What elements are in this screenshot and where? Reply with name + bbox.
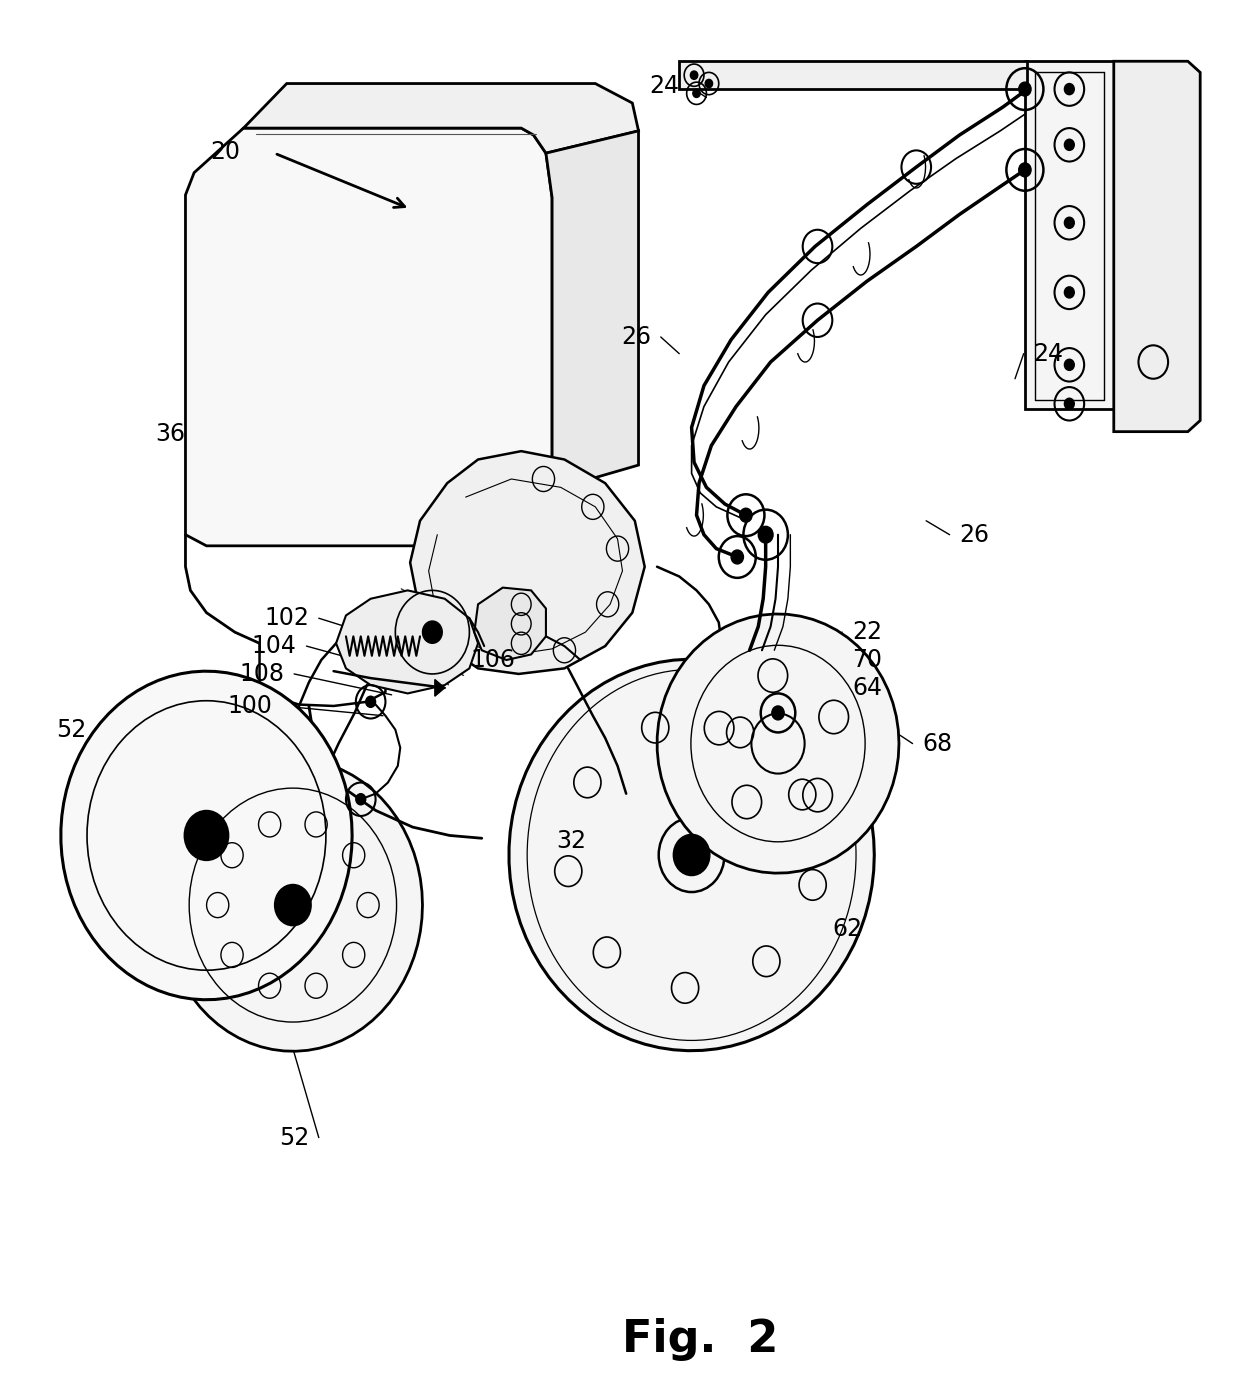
Text: 102: 102 (264, 607, 309, 630)
Polygon shape (410, 452, 645, 674)
Polygon shape (164, 759, 423, 1051)
Circle shape (758, 526, 773, 542)
Circle shape (771, 706, 784, 720)
Polygon shape (435, 679, 445, 696)
Polygon shape (186, 129, 552, 545)
Text: 26: 26 (960, 523, 990, 547)
Polygon shape (657, 614, 899, 874)
Polygon shape (243, 84, 639, 154)
Circle shape (1064, 359, 1074, 370)
Circle shape (740, 509, 753, 523)
Circle shape (1019, 82, 1032, 96)
Polygon shape (61, 671, 352, 1000)
Text: 52: 52 (57, 717, 87, 741)
Text: 62: 62 (832, 917, 862, 941)
Polygon shape (1114, 62, 1200, 432)
Circle shape (1064, 84, 1074, 95)
Polygon shape (680, 62, 1028, 89)
Circle shape (1064, 140, 1074, 151)
Text: 22: 22 (852, 621, 882, 644)
Text: 36: 36 (155, 422, 186, 446)
Circle shape (356, 794, 366, 805)
Text: 20: 20 (210, 140, 239, 164)
Polygon shape (336, 590, 479, 693)
Circle shape (691, 71, 698, 80)
Text: 100: 100 (227, 693, 272, 719)
Circle shape (275, 885, 311, 925)
Circle shape (706, 80, 713, 88)
Text: 70: 70 (852, 649, 882, 672)
Text: 64: 64 (852, 675, 882, 700)
Polygon shape (1025, 62, 1114, 410)
Text: 68: 68 (923, 731, 952, 755)
Polygon shape (510, 660, 874, 1051)
Circle shape (732, 549, 744, 563)
Text: 104: 104 (252, 635, 296, 658)
Text: Fig.  2: Fig. 2 (622, 1318, 779, 1362)
Text: 24: 24 (1033, 341, 1064, 366)
Circle shape (1019, 164, 1032, 176)
Text: 26: 26 (621, 324, 651, 350)
Circle shape (1064, 398, 1074, 410)
Text: 24: 24 (650, 74, 680, 98)
Circle shape (1064, 287, 1074, 298)
Text: 108: 108 (239, 661, 284, 686)
Text: 52: 52 (279, 1125, 309, 1149)
Circle shape (185, 811, 228, 860)
Circle shape (1064, 217, 1074, 228)
Circle shape (693, 89, 701, 98)
Polygon shape (475, 587, 546, 660)
Circle shape (366, 696, 376, 707)
Text: 32: 32 (556, 829, 585, 853)
Text: 106: 106 (470, 649, 515, 672)
Circle shape (673, 835, 709, 875)
Polygon shape (546, 131, 639, 491)
Circle shape (423, 621, 443, 643)
